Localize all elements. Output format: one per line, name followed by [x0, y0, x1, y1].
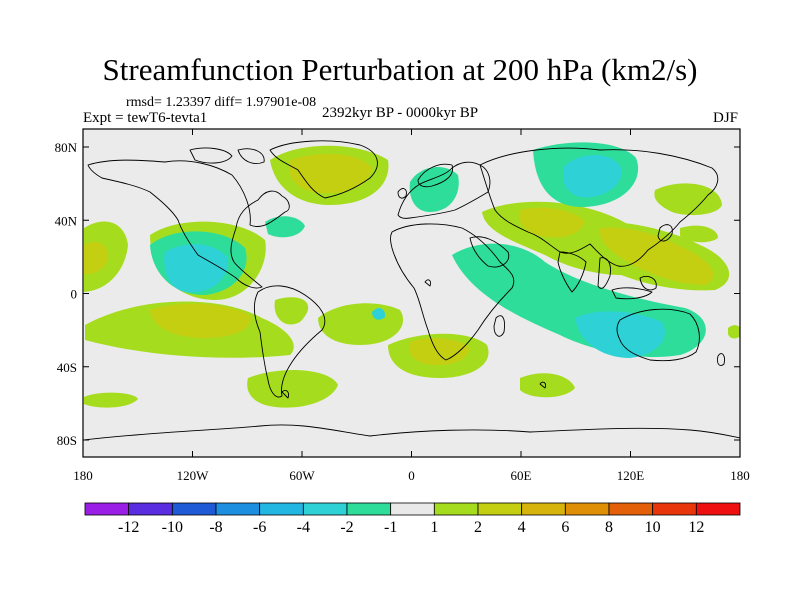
y-tick-label: 40N	[55, 213, 78, 228]
colorbar-swatch	[652, 502, 697, 516]
x-tick-label: 60E	[511, 468, 532, 483]
experiment-label: Expt = tewT6-tevta1	[83, 110, 208, 126]
x-tick-label: 180	[730, 468, 750, 483]
y-tick-label: 0	[71, 287, 78, 302]
x-tick-label: 0	[408, 468, 415, 483]
colorbar-swatch	[477, 502, 523, 516]
colorbar-label: 8	[605, 519, 613, 536]
y-tick-label: 80S	[57, 433, 77, 448]
colorbar-label: 2	[474, 519, 482, 536]
period-label: 2392kyr BP - 0000kyr BP	[322, 105, 479, 121]
stats-label: rmsd= 1.23397 diff= 1.97901e-08	[126, 95, 317, 110]
colorbar-swatch	[433, 502, 479, 516]
colorbar-swatch	[215, 502, 261, 516]
contour-fill-layer	[84, 142, 740, 408]
y-tick-label: 80N	[55, 140, 78, 155]
colorbar-label: -6	[253, 519, 266, 536]
x-tick-label: 180	[73, 468, 93, 483]
colorbar-swatch	[390, 502, 435, 516]
colorbar-swatch	[84, 502, 130, 516]
colorbar-label: 10	[645, 519, 661, 536]
colorbar-swatch	[171, 502, 217, 516]
colorbar-swatch	[302, 502, 348, 516]
colorbar-label: 4	[518, 519, 526, 536]
colorbar-label: 6	[561, 519, 569, 536]
colorbar-swatch	[564, 502, 610, 516]
colorbar-label: -1	[384, 519, 397, 536]
y-axis: 80N 40N 0 40S 80S	[55, 140, 740, 448]
x-axis: 180 120W 60W 0 60E 120E 180	[73, 129, 750, 483]
colorbar-swatch	[128, 502, 173, 516]
colorbar-swatch	[259, 502, 304, 516]
colorbar-swatch	[346, 502, 392, 516]
x-tick-label: 60W	[289, 468, 315, 483]
map-background	[83, 129, 740, 457]
colorbar-swatch	[521, 502, 566, 516]
colorbar-label: -12	[118, 519, 139, 536]
colorbar-label: -4	[297, 519, 310, 536]
x-tick-label: 120E	[617, 468, 645, 483]
y-tick-label: 40S	[57, 360, 77, 375]
colorbar-swatch	[608, 502, 654, 516]
colorbar-label: -10	[162, 519, 183, 536]
chart-title: Streamfunction Perturbation at 200 hPa (…	[102, 52, 698, 87]
colorbar: -12 -10 -8 -6 -4 -2 -1 1 2 4 6 8 10 12	[84, 502, 741, 536]
x-tick-label: 120W	[177, 468, 210, 483]
colorbar-label: -2	[340, 519, 353, 536]
season-label: DJF	[713, 110, 739, 126]
colorbar-label: -8	[209, 519, 222, 536]
coastlines	[83, 140, 740, 441]
colorbar-label: 12	[688, 519, 704, 536]
colorbar-label: 1	[430, 519, 438, 536]
colorbar-swatch	[695, 502, 741, 516]
